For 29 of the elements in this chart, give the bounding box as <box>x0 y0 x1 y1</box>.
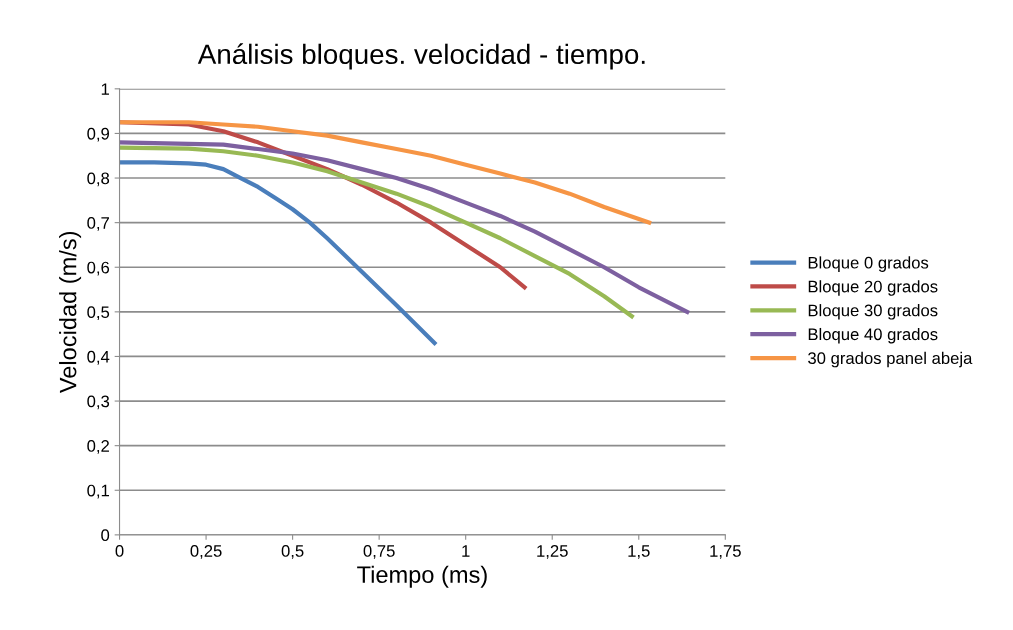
y-tick-label: 0,5 <box>87 306 110 321</box>
x-tick-label: 0,25 <box>190 545 222 559</box>
y-tick-label: 0 <box>101 529 110 542</box>
y-tick-label: 0,3 <box>87 395 110 410</box>
x-tick-label: 1,25 <box>537 545 568 559</box>
y-tick-label: 0,7 <box>87 217 109 231</box>
x-tick-label: 0 <box>115 545 124 557</box>
x-tick-label: 1,75 <box>710 545 741 559</box>
y-tick-label: 0,1 <box>87 484 109 499</box>
line-series <box>119 120 652 225</box>
legend-label: 30 grados panel abeja <box>808 351 973 368</box>
legend-label: Bloque 20 grados <box>808 280 938 296</box>
y-tick-label: 0,6 <box>87 261 110 276</box>
y-tick-label: 0,9 <box>87 127 110 142</box>
y-tick-label: 0,8 <box>87 172 110 187</box>
x-axis-title: Tiempo (ms) <box>357 565 487 588</box>
y-tick-label: 0,2 <box>87 440 109 454</box>
legend-label: Bloque 0 grados <box>808 256 929 272</box>
line-series <box>119 160 437 346</box>
legend-label: Bloque 40 grados <box>808 327 938 344</box>
x-tick-label: 1 <box>462 545 470 557</box>
chart-title: Análisis bloques. velocidad - tiempo. <box>197 43 645 70</box>
legend-label: Bloque 30 grados <box>808 304 938 320</box>
y-tick-label: 1 <box>101 83 109 95</box>
x-tick-label: 0,75 <box>363 545 395 559</box>
y-tick-label: 0,4 <box>87 350 110 365</box>
y-axis-title: Velocidad (m/s) <box>59 231 82 394</box>
x-tick-label: 0,5 <box>281 545 304 559</box>
x-tick-label: 1,5 <box>628 545 650 559</box>
